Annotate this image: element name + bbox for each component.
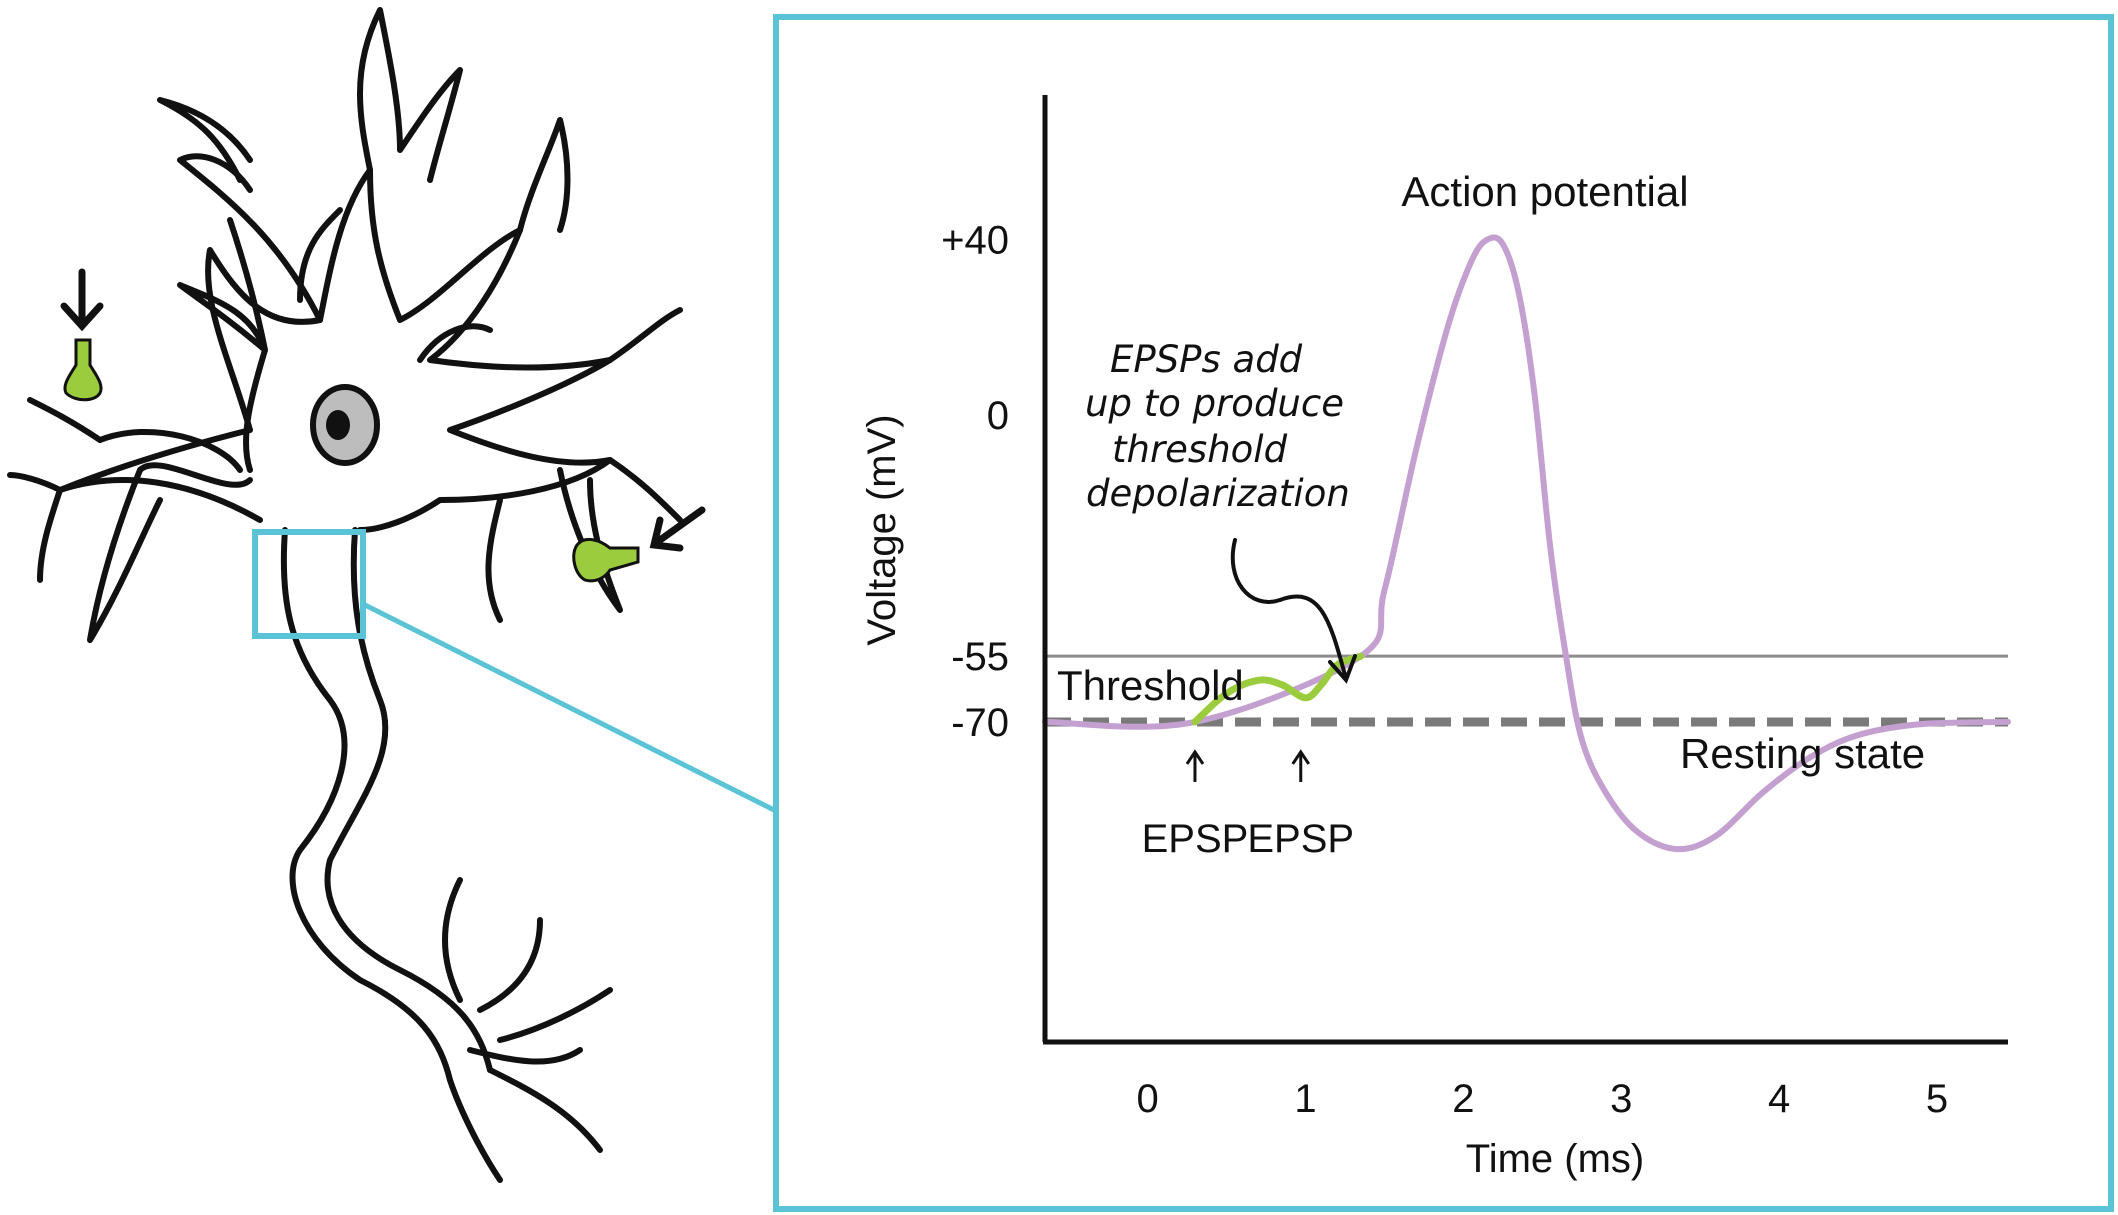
y-tick-label: +40: [941, 219, 1009, 263]
epsp-note-line-3: threshold: [1112, 428, 1288, 471]
epsp-marker: EPSP: [1247, 749, 1354, 861]
x-tick-label: 2: [1452, 1077, 1474, 1121]
y-tick-label: 0: [987, 394, 1009, 438]
epsp-arrowhead: [1291, 749, 1310, 765]
x-tick-label: 3: [1610, 1077, 1632, 1121]
action-potential-series-line: [1042, 234, 2011, 853]
synapse-bulb-icon: [572, 537, 640, 583]
epsp-note-line-4: depolarization: [1086, 472, 1350, 515]
epsp-marker: EPSP: [1142, 749, 1249, 861]
y-tick-label: -70: [951, 701, 1009, 745]
neuron-soma: [177, 207, 493, 473]
x-tick-label: 5: [1926, 1077, 1948, 1121]
threshold-label: Threshold: [1057, 662, 1244, 709]
down-arrow-icon: [649, 506, 706, 552]
epsp-note-line-2: up to produce: [1085, 382, 1344, 425]
resting-state-label: Resting state: [1680, 730, 1925, 777]
y-axis-label: Voltage (mV): [860, 414, 904, 645]
epsp-note-line-1: EPSPs add: [1110, 338, 1303, 381]
plot-area: 0 1 2 3 4 5 +40 0 -55 -70: [941, 95, 2011, 1121]
x-tick-label: 0: [1136, 1077, 1158, 1121]
neuron-illustration: [7, 7, 683, 1183]
axon-hillock-zoom-box: [252, 529, 366, 639]
neuron-axon: [280, 527, 493, 1083]
chart-frame: [773, 14, 2114, 1212]
zoom-connector-line: [361, 601, 780, 815]
x-tick-label: 4: [1768, 1077, 1790, 1121]
synapse-bulb-icon: [63, 338, 103, 402]
y-tick-label: -55: [951, 635, 1009, 679]
down-arrow-icon: [60, 268, 104, 332]
epsp-note-arrow: [1230, 538, 1347, 677]
epsp-label: EPSP: [1247, 817, 1354, 861]
x-axis-label: Time (ms): [1466, 1137, 1644, 1181]
epsp-arrowhead: [1185, 749, 1205, 765]
x-tick-label: 1: [1294, 1077, 1316, 1121]
synapse-right: [572, 506, 706, 583]
epsp-label: EPSP: [1142, 817, 1249, 861]
action-potential-label: Action potential: [1401, 168, 1688, 215]
synapse-left: [60, 268, 104, 402]
epsp-sum-note: EPSPs add up to produce threshold depola…: [1085, 338, 1357, 684]
